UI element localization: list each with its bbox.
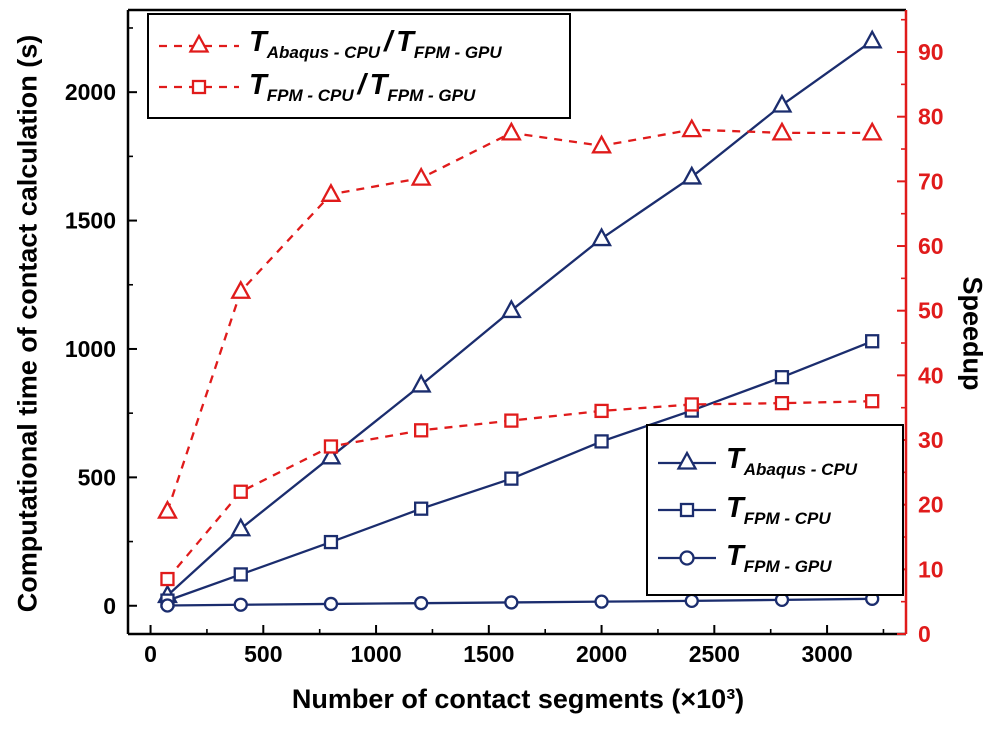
svg-text:1500: 1500: [65, 208, 116, 234]
triangle-marker: [681, 165, 703, 185]
square-marker: [323, 534, 339, 550]
circle-marker: [160, 598, 175, 613]
series-speedup-fpm-cpu-over-fpm-gpu: [160, 394, 880, 587]
triangle-marker: [500, 121, 522, 141]
svg-text:40: 40: [918, 362, 944, 388]
legend-item-abaqus-cpu: TAbaqus - CPU: [656, 445, 894, 478]
x-axis-title: Number of contact segments (×10³): [291, 684, 745, 714]
svg-text:3000: 3000: [801, 641, 852, 667]
legend-item-speedup-abaqus: TAbaqus - CPU / TFPM - GPU: [157, 28, 561, 61]
square-marker: [504, 413, 519, 428]
legend-label: TFPM - CPU: [726, 491, 831, 528]
legend-item-fpm-gpu: TFPM - GPU: [656, 539, 894, 576]
svg-text:10: 10: [918, 556, 944, 582]
square-marker: [594, 434, 609, 449]
square-marker: [233, 567, 248, 582]
svg-text:60: 60: [918, 233, 944, 259]
svg-text:2500: 2500: [689, 641, 740, 667]
triangle-marker: [591, 134, 613, 154]
circle-marker: [594, 594, 609, 609]
svg-text:20: 20: [918, 492, 944, 518]
svg-text:80: 80: [918, 104, 944, 130]
svg-text:1500: 1500: [463, 641, 514, 667]
legend-speedup: TAbaqus - CPU / TFPM - GPU TFPM - CPU / TFPM…: [147, 13, 571, 119]
legend-label: TFPM - CPU / TFPM - GPU: [249, 68, 476, 105]
square-marker: [865, 394, 880, 409]
circle-marker: [684, 593, 699, 609]
axes-frame: 0 500 1000 1500 2000 2500 30000500100015002000…: [65, 8, 944, 667]
square-marker: [504, 471, 519, 486]
svg-text:70: 70: [918, 168, 944, 194]
triangle-marker: [861, 121, 883, 141]
svg-text:500: 500: [244, 641, 282, 667]
triangle-marker: [500, 299, 522, 319]
legend-item-fpm-cpu: TFPM - CPU: [656, 491, 894, 528]
legend-item-speedup-fpm: TFPM - CPU / TFPM - GPU: [157, 68, 561, 105]
square-marker: [865, 334, 880, 349]
svg-text:90: 90: [918, 39, 944, 65]
square-marker: [414, 501, 429, 516]
legend-label: TAbaqus - CPU / TFPM - GPU: [249, 26, 502, 63]
square-marker: [774, 396, 790, 411]
navy-line-circle-marker-icon: [658, 550, 716, 566]
triangle-marker: [410, 373, 432, 393]
triangle-marker: [230, 279, 252, 299]
legend-label: TAbaqus - CPU: [726, 443, 858, 480]
circle-marker: [323, 596, 339, 612]
square-marker: [160, 571, 175, 587]
red-dashed-line-triangle-marker-icon: [159, 33, 239, 53]
navy-line-triangle-marker-icon: [658, 450, 716, 470]
red-dashed-line-square-marker-icon: [159, 79, 239, 95]
svg-text:0: 0: [103, 593, 116, 619]
square-marker: [684, 397, 699, 412]
square-marker: [233, 484, 248, 499]
circle-marker: [414, 596, 429, 611]
triangle-marker: [410, 166, 432, 186]
svg-text:500: 500: [78, 464, 116, 490]
triangle-marker: [230, 517, 252, 537]
triangle-marker: [157, 499, 178, 519]
triangle-marker: [320, 445, 342, 465]
square-marker: [594, 403, 609, 419]
triangle-marker: [681, 118, 703, 138]
svg-text:2000: 2000: [65, 79, 116, 105]
circle-marker: [233, 597, 248, 612]
square-marker: [414, 423, 429, 438]
series-speedup-abaqus-cpu-over-fpm-gpu: [157, 118, 883, 519]
legend-label: TFPM - GPU: [726, 539, 832, 576]
svg-text:2000: 2000: [576, 641, 627, 667]
square-marker: [323, 439, 339, 454]
svg-text:30: 30: [918, 427, 944, 453]
triangle-marker: [771, 121, 793, 141]
legend-time: TAbaqus - CPU TFPM - CPU TFPM - GPU: [646, 424, 904, 596]
y-axis-left-title: Computational time of contact calculatio…: [12, 34, 43, 613]
svg-text:0: 0: [144, 641, 157, 667]
svg-text:1000: 1000: [350, 641, 401, 667]
y-axis-right-title: Speedup: [957, 276, 988, 391]
square-marker: [774, 370, 790, 385]
svg-text:1000: 1000: [65, 336, 116, 362]
triangle-marker: [591, 227, 613, 247]
triangle-marker: [320, 182, 342, 202]
triangle-marker: [771, 93, 793, 113]
navy-line-square-marker-icon: [658, 502, 716, 518]
triangle-marker: [861, 29, 883, 49]
series-T-Abaqus-CPU: [157, 29, 883, 604]
circle-marker: [504, 595, 519, 610]
svg-text:0: 0: [918, 621, 931, 647]
svg-text:50: 50: [918, 298, 944, 324]
